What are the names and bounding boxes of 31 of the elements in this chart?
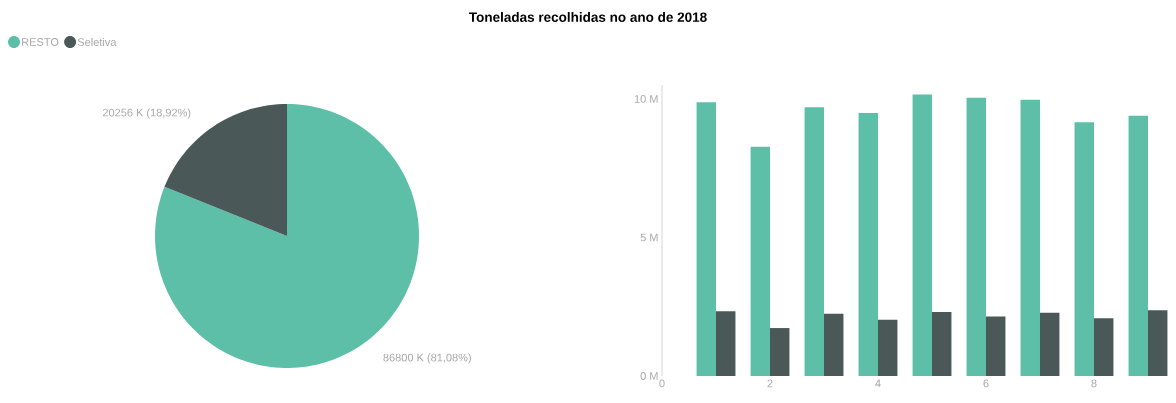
bar <box>966 97 986 376</box>
bar <box>770 328 790 376</box>
bar <box>858 113 878 376</box>
x-tick-label: 4 <box>875 379 881 388</box>
x-tick-label: 6 <box>983 379 989 388</box>
bar <box>1093 318 1114 376</box>
bar <box>912 94 932 376</box>
text: Toneladas recolhidas no ano de 2018 <box>469 12 707 22</box>
legend-label: Seletiva <box>77 37 117 47</box>
bar <box>1039 312 1060 376</box>
y-tick-label: 0 M <box>640 372 658 380</box>
bar <box>716 311 736 376</box>
x-tick-label: 8 <box>1091 379 1097 388</box>
bar <box>1128 115 1148 376</box>
bar <box>696 102 716 376</box>
legend-label: RESTO <box>22 38 59 46</box>
bar <box>804 107 824 376</box>
x-tick-label: 2 <box>767 379 773 388</box>
y-tick-label: 10 M <box>634 95 658 103</box>
data-label: 86800 K (81,08%) <box>383 353 471 364</box>
bar <box>1147 310 1168 376</box>
y-tick-label: 5 M <box>640 233 658 242</box>
bar <box>1020 99 1040 376</box>
bar <box>1074 122 1094 376</box>
bar <box>878 319 898 376</box>
data-label: 20256 K (18,92%) <box>102 108 191 119</box>
x-tick-label: 0 <box>659 379 665 388</box>
bar <box>824 313 844 376</box>
bar <box>750 146 770 376</box>
bar <box>986 316 1006 376</box>
bar <box>932 311 952 376</box>
